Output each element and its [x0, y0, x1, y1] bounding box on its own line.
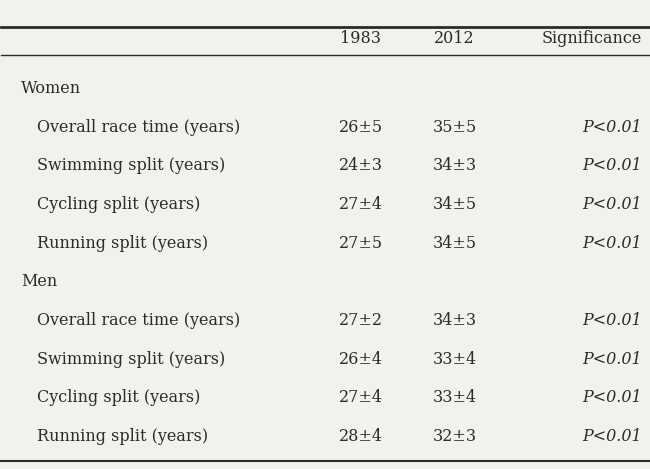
Text: 24±3: 24±3: [339, 157, 383, 174]
Text: 1983: 1983: [340, 30, 381, 47]
Text: P<0.01: P<0.01: [582, 234, 642, 252]
Text: 27±4: 27±4: [339, 196, 383, 213]
Text: Women: Women: [21, 80, 81, 97]
Text: P<0.01: P<0.01: [582, 351, 642, 368]
Text: P<0.01: P<0.01: [582, 428, 642, 445]
Text: 27±5: 27±5: [339, 234, 383, 252]
Text: 28±4: 28±4: [339, 428, 383, 445]
Text: P<0.01: P<0.01: [582, 196, 642, 213]
Text: Cycling split (years): Cycling split (years): [37, 389, 200, 407]
Text: 35±5: 35±5: [432, 119, 476, 136]
Text: 32±3: 32±3: [432, 428, 476, 445]
Text: 27±2: 27±2: [339, 312, 383, 329]
Text: 34±3: 34±3: [432, 312, 476, 329]
Text: P<0.01: P<0.01: [582, 119, 642, 136]
Text: Running split (years): Running split (years): [37, 428, 208, 445]
Text: P<0.01: P<0.01: [582, 389, 642, 407]
Text: 34±5: 34±5: [432, 234, 476, 252]
Text: 34±3: 34±3: [432, 157, 476, 174]
Text: Cycling split (years): Cycling split (years): [37, 196, 200, 213]
Text: 2012: 2012: [434, 30, 474, 47]
Text: 26±5: 26±5: [339, 119, 383, 136]
Text: 26±4: 26±4: [339, 351, 383, 368]
Text: P<0.01: P<0.01: [582, 157, 642, 174]
Text: P<0.01: P<0.01: [582, 312, 642, 329]
Text: Significance: Significance: [541, 30, 642, 47]
Text: 34±5: 34±5: [432, 196, 476, 213]
Text: Swimming split (years): Swimming split (years): [37, 351, 226, 368]
Text: 33±4: 33±4: [432, 389, 476, 407]
Text: Running split (years): Running split (years): [37, 234, 208, 252]
Text: Men: Men: [21, 273, 57, 290]
Text: Overall race time (years): Overall race time (years): [37, 312, 240, 329]
Text: Overall race time (years): Overall race time (years): [37, 119, 240, 136]
Text: 27±4: 27±4: [339, 389, 383, 407]
Text: Swimming split (years): Swimming split (years): [37, 157, 226, 174]
Text: 33±4: 33±4: [432, 351, 476, 368]
